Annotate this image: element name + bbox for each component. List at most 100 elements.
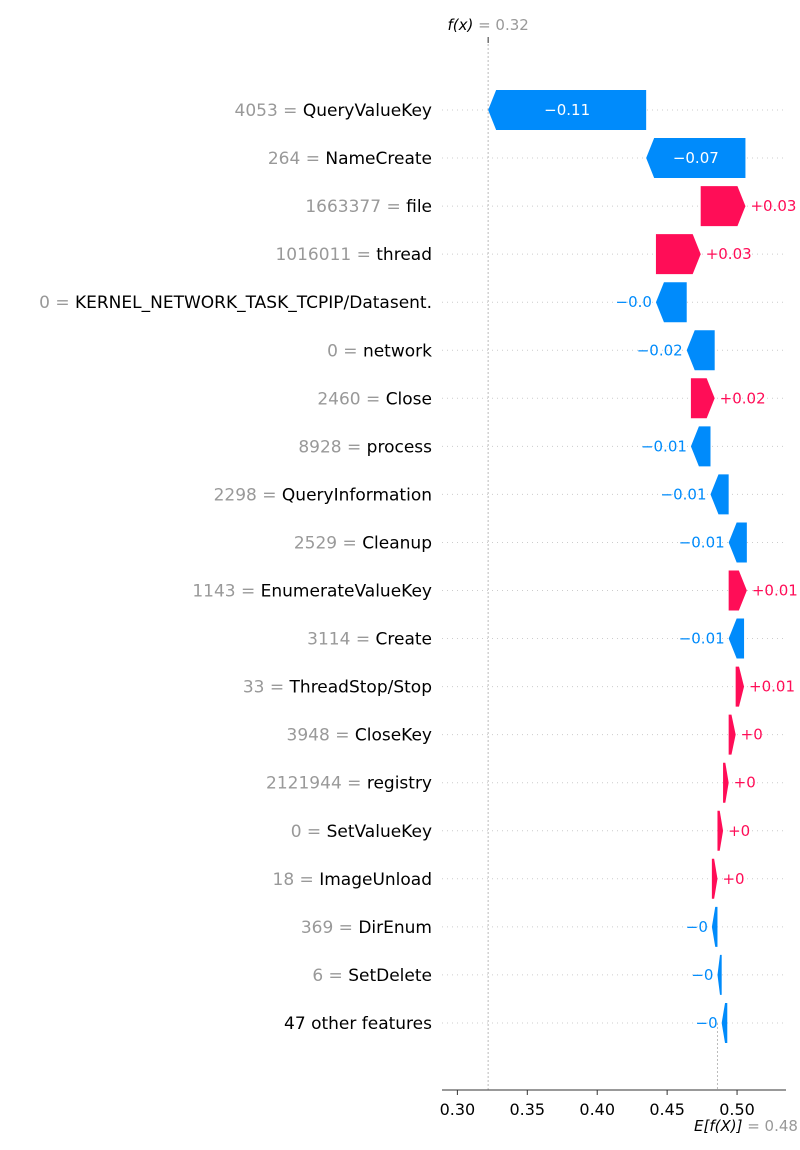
feature-name: registry — [367, 774, 432, 794]
negative-shap-bar — [710, 474, 729, 515]
negative-shap-bar — [655, 282, 687, 323]
negative-shap-bar — [711, 906, 718, 947]
positive-shap-bar — [711, 858, 718, 899]
feature-label: 18 = ImageUnload — [273, 870, 433, 890]
shap-value-label: −0.01 — [641, 437, 687, 455]
feature-value: 3114 — [307, 630, 350, 650]
shap-value-label: −0.07 — [673, 149, 719, 167]
feature-value: 264 — [268, 149, 300, 169]
feature-value: 369 — [301, 918, 333, 938]
feature-name: thread — [376, 245, 432, 265]
feature-label: 0 = SetValueKey — [291, 822, 432, 842]
shap-value-label: −0 — [691, 966, 713, 984]
positive-shap-bar — [717, 810, 724, 851]
shap-value-label: −0.0 — [616, 293, 652, 311]
feature-name: CloseKey — [355, 726, 432, 746]
feature-label: 0 = network — [327, 341, 432, 361]
negative-shap-bar — [728, 618, 745, 659]
feature-name: DirEnum — [358, 918, 432, 938]
feature-label: 3114 = Create — [307, 630, 432, 650]
positive-shap-bar — [735, 666, 745, 707]
shap-value-label: +0.01 — [749, 678, 795, 696]
feature-name: file — [406, 197, 432, 217]
feature-value: 8928 — [298, 437, 341, 457]
feature-label: 2529 = Cleanup — [294, 533, 432, 553]
feature-label: 369 = DirEnum — [301, 918, 432, 938]
feature-name: QueryInformation — [282, 485, 432, 505]
feature-label: 1016011 = thread — [275, 245, 432, 265]
shap-value-label: +0 — [728, 822, 750, 840]
feature-label: 3948 = CloseKey — [287, 726, 432, 746]
feature-name: ThreadStop/Stop — [289, 678, 432, 698]
feature-name: EnumerateValueKey — [261, 582, 432, 602]
feature-label: 8928 = process — [298, 437, 432, 457]
x-tick-label: 0.50 — [719, 1100, 755, 1119]
feature-name: Cleanup — [362, 533, 432, 553]
negative-shap-bar — [717, 954, 722, 995]
positive-shap-bar — [728, 570, 747, 611]
feature-name: Create — [376, 630, 433, 650]
feature-name: SetValueKey — [327, 822, 432, 842]
feature-name: KERNEL_NETWORK_TASK_TCPIP/Datasent. — [75, 293, 432, 313]
feature-value: 2298 — [214, 485, 257, 505]
feature-label: 4053 = QueryValueKey — [235, 101, 433, 121]
shap-value-label: +0 — [741, 726, 763, 744]
negative-shap-bar — [488, 90, 647, 130]
x-tick-label: 0.40 — [579, 1100, 615, 1119]
shap-value-label: −0.01 — [661, 485, 707, 503]
shap-value-label: +0.03 — [750, 197, 796, 215]
shap-value-label: +0 — [734, 774, 756, 792]
shap-value-label: −0.01 — [679, 533, 725, 551]
feature-label: 2460 = Close — [317, 389, 432, 409]
feature-value: 2460 — [317, 389, 360, 409]
feature-name: NameCreate — [325, 149, 432, 169]
feature-label: 0 = KERNEL_NETWORK_TASK_TCPIP/Datasent. — [39, 293, 432, 313]
shap-value-label: −0.02 — [637, 341, 683, 359]
feature-label: 2121944 = registry — [266, 774, 432, 794]
shap-value-label: +0.01 — [752, 582, 798, 600]
feature-value: 33 — [243, 678, 265, 698]
feature-value: 0 — [291, 822, 302, 842]
feature-label: 47 other features — [284, 1014, 432, 1034]
feature-value: 4053 — [235, 101, 278, 121]
feature-value: 1016011 — [275, 245, 351, 265]
fx-label: f(x) = 0.32 — [447, 16, 528, 34]
feature-label: 2298 = QueryInformation — [214, 485, 432, 505]
feature-label: 33 = ThreadStop/Stop — [243, 678, 432, 698]
feature-value: 6 — [312, 966, 323, 986]
negative-shap-bar — [690, 426, 711, 467]
feature-value: 1663377 — [305, 197, 381, 217]
shap-value-label: −0 — [686, 918, 708, 936]
negative-shap-bar — [728, 522, 747, 563]
positive-shap-bar — [728, 714, 736, 755]
ex-label: E[f(X)] = 0.48 — [694, 1117, 798, 1135]
shap-value-label: +0.02 — [720, 389, 766, 407]
feature-name: process — [367, 437, 432, 457]
feature-value: 2529 — [294, 533, 337, 553]
negative-shap-bar — [721, 1002, 728, 1043]
feature-name: network — [363, 341, 432, 361]
shap-value-label: −0 — [696, 1014, 718, 1032]
shap-value-label: −0.01 — [679, 630, 725, 648]
x-tick-label: 0.45 — [649, 1100, 685, 1119]
shap-value-label: +0 — [722, 870, 744, 888]
x-tick-label: 0.35 — [509, 1100, 545, 1119]
positive-shap-bar — [723, 762, 729, 803]
feature-value: 0 — [327, 341, 338, 361]
shap-value-label: +0.03 — [706, 245, 752, 263]
feature-label: 1143 = EnumerateValueKey — [192, 582, 432, 602]
feature-value: 2121944 — [266, 774, 342, 794]
feature-value: 1143 — [192, 582, 235, 602]
negative-shap-bar — [646, 138, 746, 179]
negative-shap-bar — [686, 330, 715, 371]
feature-value: 0 — [39, 293, 50, 313]
feature-label: 1663377 = file — [305, 197, 432, 217]
feature-value: 18 — [273, 870, 295, 890]
feature-name: Close — [386, 389, 432, 409]
positive-shap-bar — [655, 234, 701, 275]
x-tick-label: 0.30 — [440, 1100, 476, 1119]
feature-name: ImageUnload — [319, 870, 432, 890]
shap-value-label: −0.11 — [544, 101, 590, 119]
positive-shap-bar — [700, 186, 746, 227]
